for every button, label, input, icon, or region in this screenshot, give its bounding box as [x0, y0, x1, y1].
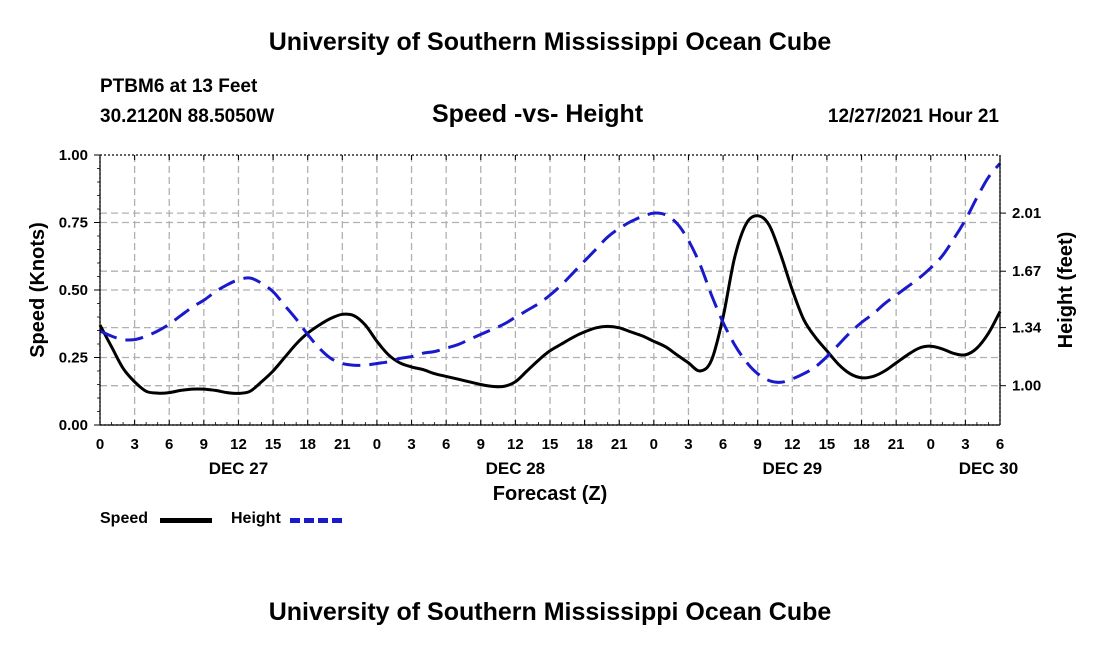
- x-tick-label: 21: [611, 436, 628, 453]
- x-tick-label: 3: [407, 436, 415, 453]
- x-tick-label: 18: [299, 436, 316, 453]
- y-tick-label: 0.50: [59, 282, 88, 299]
- x-tick-label: 0: [650, 436, 658, 453]
- x-tick-label: 12: [507, 436, 524, 453]
- x-tick-label: 15: [819, 436, 836, 453]
- y-axis-label: Speed (Knots): [27, 222, 49, 358]
- grid-lines: [100, 155, 1000, 425]
- date-label: DEC 28: [486, 459, 546, 478]
- main-title: University of Southern Mississippi Ocean…: [268, 28, 832, 56]
- x-tick-label: 3: [684, 436, 692, 453]
- y-tick-label: 0.75: [59, 215, 88, 232]
- station-coordinates: 30.2120N 88.5050W: [100, 106, 275, 127]
- legend-height-swatch: [290, 518, 342, 523]
- y2-tick-label: 1.67: [1012, 263, 1041, 280]
- x-tick-label: 3: [961, 436, 969, 453]
- x-tick-label: 6: [165, 436, 173, 453]
- footer-title: University of Southern Mississippi Ocean…: [268, 598, 832, 626]
- chart-title: Speed -vs- Height: [432, 100, 644, 128]
- axes-ticks: 0 3 6 9 12 15 18 21 0 3 6 9 12 15 18 21 0 3 6 9 12 15 18 21 0 3 6 0…: [59, 147, 1042, 478]
- x-tick-label: 6: [996, 436, 1004, 453]
- x-tick-label: 6: [719, 436, 727, 453]
- x-tick-label: 21: [888, 436, 905, 453]
- y2-tick-label: 1.00: [1012, 378, 1041, 395]
- date-label: DEC 30: [959, 459, 1019, 478]
- x-tick-label: 0: [927, 436, 935, 453]
- x-tick-label: 3: [130, 436, 138, 453]
- date-label: DEC 27: [209, 459, 269, 478]
- date-label: DEC 29: [763, 459, 823, 478]
- y2-tick-label: 2.01: [1012, 205, 1041, 222]
- series-layer: [98, 162, 1002, 395]
- y2-tick-label: 1.34: [1012, 320, 1042, 337]
- station-name: PTBM6 at 13 Feet: [100, 76, 258, 97]
- x-tick-label: 15: [265, 436, 282, 453]
- x-tick-label: 9: [477, 436, 485, 453]
- x-tick-label: 21: [334, 436, 351, 453]
- legend-speed-swatch: [160, 518, 212, 523]
- x-tick-label: 9: [754, 436, 762, 453]
- x-tick-label: 12: [784, 436, 801, 453]
- y2-axis-label: Height (feet): [1055, 232, 1077, 349]
- x-tick-label: 18: [576, 436, 593, 453]
- x-tick-label: 9: [200, 436, 208, 453]
- y-tick-label: 0.00: [59, 417, 88, 434]
- legend-speed-label: Speed: [100, 510, 149, 527]
- legend-height-label: Height: [231, 510, 281, 527]
- valid-time: 12/27/2021 Hour 21: [827, 106, 999, 127]
- x-tick-label: 6: [442, 436, 450, 453]
- x-tick-label: 0: [96, 436, 104, 453]
- series-speed-line: [98, 214, 1002, 395]
- y-tick-label: 1.00: [59, 147, 88, 164]
- x-tick-label: 12: [230, 436, 247, 453]
- x-axis-label: Forecast (Z): [493, 483, 607, 505]
- x-tick-label: 15: [542, 436, 559, 453]
- series-height-line: [99, 162, 1002, 384]
- x-tick-label: 18: [853, 436, 870, 453]
- x-tick-label: 0: [373, 436, 381, 453]
- y-tick-label: 0.25: [59, 350, 88, 367]
